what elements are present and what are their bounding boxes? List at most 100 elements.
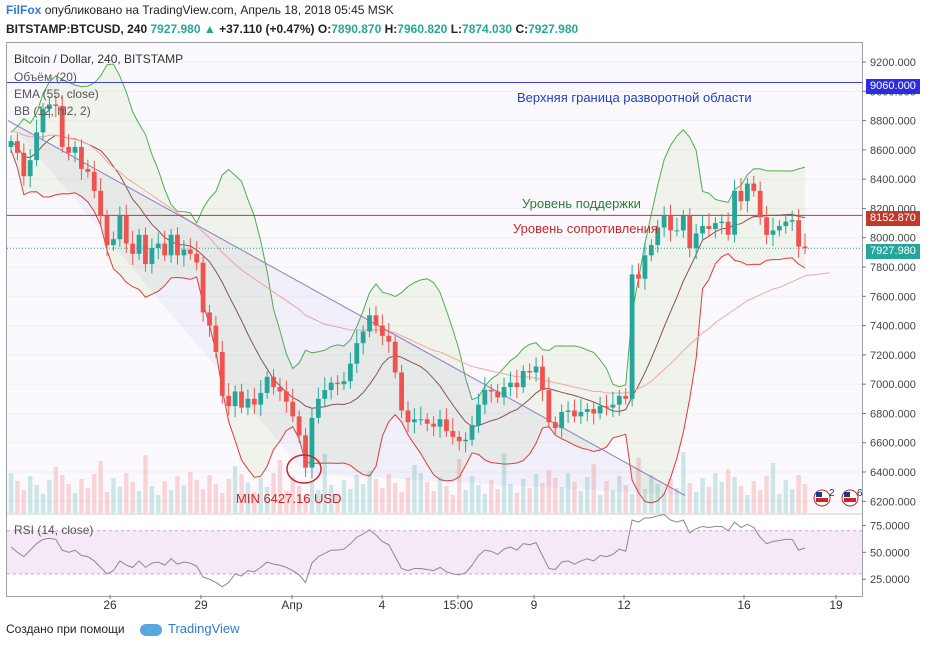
candle-body <box>277 387 283 392</box>
candle-body <box>72 146 78 153</box>
volume-bar <box>655 484 660 513</box>
volume-bar <box>8 473 14 513</box>
candle-body <box>642 255 648 279</box>
publish-info: опубликовано на TradingView.com, Апрель … <box>44 3 394 17</box>
event-badge[interactable]: 2 <box>813 488 835 507</box>
y-tick-label: 7800.000 <box>870 262 916 274</box>
volume-bar <box>693 492 699 513</box>
volume-bar <box>636 458 641 513</box>
open-value: 7890.870 <box>331 22 382 36</box>
annotation-min: MIN 6427.16 USD <box>236 491 342 506</box>
rsi-band <box>7 530 862 574</box>
candle-body <box>98 190 104 216</box>
candle-body <box>34 132 40 161</box>
volume-bar <box>757 490 763 513</box>
y-tick-label: 8800.000 <box>870 116 916 128</box>
candle-body <box>283 391 289 402</box>
candle-body <box>239 391 244 408</box>
candle-body <box>194 253 200 263</box>
candle-body <box>623 395 629 399</box>
volume-bar <box>751 481 756 513</box>
candle-body <box>488 390 494 392</box>
volume-bar <box>60 475 65 513</box>
candle-body <box>533 366 539 373</box>
rsi-tick-label: 50.0000 <box>870 547 910 559</box>
candle-body <box>738 190 744 202</box>
candle-body <box>648 245 654 256</box>
volume-bar <box>469 476 475 513</box>
volume-bar <box>476 485 481 513</box>
volume-bar <box>700 478 705 513</box>
candle-body <box>91 171 97 191</box>
volume-bar <box>463 490 468 513</box>
volume-bar <box>34 485 39 513</box>
y-tick-label: 6800.000 <box>870 408 916 420</box>
volume-bar <box>322 454 327 513</box>
candle-body <box>437 419 443 427</box>
last-price: 7927.980 <box>150 22 201 36</box>
candle-body <box>520 370 526 388</box>
candle-body <box>412 419 417 423</box>
rsi-line <box>10 514 806 588</box>
ema-legend[interactable]: EMA (55, close) <box>14 87 99 101</box>
candle-body <box>476 404 481 426</box>
volume-bar <box>527 488 532 513</box>
candle-body <box>15 141 20 153</box>
volume-bar <box>277 460 283 513</box>
volume-bar <box>168 490 174 513</box>
volume-bar <box>457 459 462 513</box>
candle-body <box>757 190 763 218</box>
low-label: L: <box>450 22 463 36</box>
chart-frame[interactable] <box>6 42 863 597</box>
candle-body <box>264 376 270 393</box>
tradingview-logo[interactable]: TradingView <box>140 621 240 636</box>
x-tick-label: 12 <box>617 598 631 612</box>
rsi-legend[interactable]: RSI (14, close) <box>14 523 94 537</box>
candle-body <box>616 395 622 405</box>
candle-body <box>123 215 129 244</box>
candle-body <box>655 227 661 246</box>
flag-canton <box>816 492 822 497</box>
volume-bar <box>706 487 712 513</box>
min-circle <box>286 454 322 484</box>
volume-bar <box>104 492 110 513</box>
candle-body <box>405 410 411 423</box>
candle-body <box>456 436 462 442</box>
tradingview-link[interactable]: TradingView <box>168 621 240 636</box>
volume-bar <box>72 493 78 513</box>
bb-legend[interactable]: BB (12, hl2, 2) <box>14 104 91 118</box>
publish-line: FilFox опубликовано на TradingView.com, … <box>6 3 394 17</box>
volume-bar <box>418 473 424 513</box>
event-badge[interactable]: 6 <box>841 488 863 507</box>
volume-bar <box>21 490 27 513</box>
author-name[interactable]: FilFox <box>6 3 42 17</box>
volume-bar <box>360 484 366 513</box>
candle-body <box>207 312 212 326</box>
candle-body <box>59 105 65 147</box>
candle-body <box>668 215 673 231</box>
volume-legend[interactable]: Объём (20) <box>14 70 77 84</box>
volume-bar <box>533 474 539 513</box>
volume-bar <box>28 476 33 513</box>
volume-bar <box>220 493 225 513</box>
candle-body <box>85 168 91 172</box>
candle-body <box>104 215 110 246</box>
candle-body <box>597 406 603 414</box>
candle-body <box>251 398 257 405</box>
candle-body <box>360 331 366 344</box>
candle-body <box>168 234 174 256</box>
volume-bar <box>770 463 776 513</box>
candle-body <box>725 221 731 235</box>
volume-bar <box>738 486 744 513</box>
candle-body <box>565 410 571 412</box>
candle-body <box>399 372 404 411</box>
volume-bar <box>66 484 71 513</box>
y-tick-label: 8000.000 <box>870 233 916 245</box>
candle-body <box>744 183 750 202</box>
y-tick-label: 6200.000 <box>870 496 916 508</box>
volume-bar <box>258 478 263 513</box>
candle-body <box>789 220 795 222</box>
candle-body <box>680 215 686 231</box>
volume-bar <box>245 483 251 513</box>
